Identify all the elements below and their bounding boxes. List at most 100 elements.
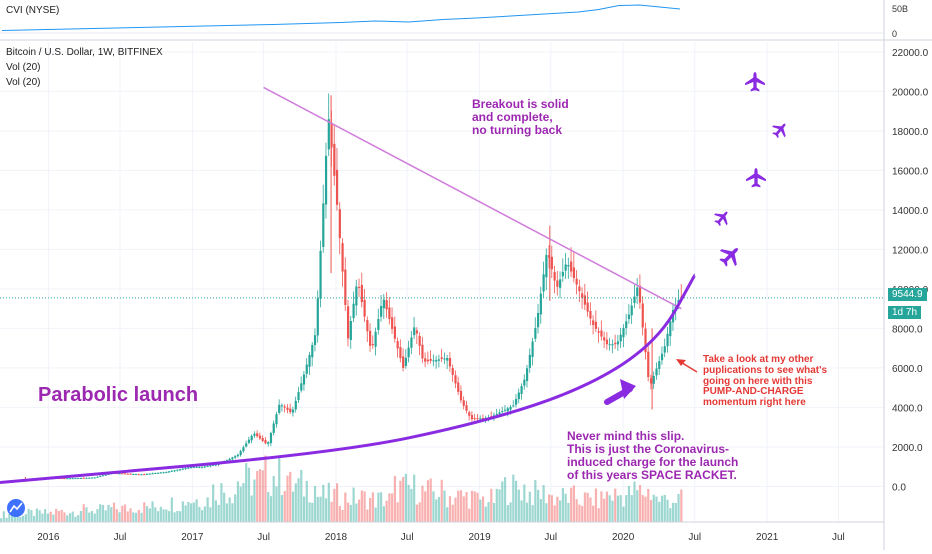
candle-body [509, 406, 512, 410]
candle-body [195, 466, 198, 468]
candle-body [503, 409, 507, 411]
volume-bar [173, 512, 176, 522]
candle-body [429, 358, 432, 361]
volume-bar [404, 473, 408, 522]
volume-bar [548, 494, 551, 522]
volume-bar [680, 489, 683, 522]
candle-body [525, 368, 529, 382]
volume-bar [123, 504, 127, 522]
volume-bar [225, 503, 229, 522]
y-tick-label: 14000.0 [892, 206, 929, 217]
volume-bar [465, 492, 468, 522]
candle-body [132, 473, 135, 475]
candle-body [184, 468, 187, 470]
volume-bar [239, 486, 242, 522]
volume-bar [13, 514, 16, 522]
volume-bar [203, 506, 206, 522]
volume-bar [85, 507, 88, 522]
candle-body [291, 409, 295, 413]
volume-bar [542, 485, 545, 522]
x-tick-label: 2020 [612, 532, 635, 543]
volume-bar [297, 478, 300, 522]
candle-body [553, 271, 556, 281]
candle-body [297, 392, 300, 401]
candle-body [302, 374, 306, 385]
volume-bar [514, 480, 518, 522]
annotation-never-mind: Never mind this slip. This is just the C… [567, 429, 739, 482]
volume-bar [107, 504, 110, 522]
volume-bar [647, 488, 650, 522]
volume-bar [358, 499, 361, 522]
candle-body [258, 435, 262, 439]
volume-bar [0, 518, 3, 522]
volume-bar [228, 497, 231, 522]
volume-bar [286, 475, 289, 522]
candle-body [506, 408, 509, 412]
volume-bar [22, 515, 25, 522]
volume-bar [528, 491, 531, 522]
volume-bar [363, 491, 366, 522]
candle-body [561, 271, 564, 277]
volume-bar [539, 499, 542, 522]
volume-bar [523, 484, 526, 522]
candle-body [289, 408, 292, 413]
volume-bar [132, 512, 135, 522]
volume-bar [88, 512, 91, 522]
volume-bar [247, 467, 251, 522]
volume-bar [280, 495, 284, 522]
volume-bar [305, 480, 308, 522]
volume-bar [619, 495, 622, 522]
candle-body [413, 327, 416, 336]
volume-bar [217, 504, 220, 522]
volume-bar [302, 496, 306, 522]
candle-body [663, 346, 666, 353]
volume-bar [187, 502, 190, 522]
candle-body [82, 477, 85, 479]
candle-body [520, 386, 523, 394]
candle-body [148, 473, 151, 475]
x-tick-label: Jul [688, 532, 701, 543]
candle-body [578, 286, 581, 292]
volume-bar [415, 504, 419, 522]
x-tick-label: Jul [401, 532, 414, 543]
candle-body [517, 392, 520, 400]
volume-bar [16, 513, 19, 522]
candle-body [352, 303, 355, 319]
volume-bar [638, 485, 642, 522]
volume-bar [8, 514, 11, 522]
candle-body [564, 264, 567, 271]
candle-body [145, 473, 149, 475]
volume-bar [671, 502, 675, 522]
volume-bar [115, 509, 118, 522]
volume-bar [201, 510, 204, 522]
volume-bar [369, 497, 372, 522]
candle-body [231, 457, 234, 460]
volume-bar [531, 505, 534, 522]
candle-body [567, 264, 570, 267]
candle-body [501, 411, 504, 413]
volume-bar [352, 487, 355, 522]
cvi-panel: 50B 0 [0, 4, 908, 39]
volume-bar [382, 506, 385, 522]
candle-body [448, 357, 452, 367]
y-tick-label: 2000.0 [892, 443, 923, 454]
volume-bar [503, 477, 507, 522]
volume-bar [479, 499, 482, 522]
candle-body [187, 467, 190, 469]
candle-body [333, 143, 336, 176]
candle-body [324, 155, 328, 205]
candle-body [363, 299, 366, 317]
vol-legend-1: Vol (20) [6, 62, 41, 73]
candle-body [649, 378, 653, 384]
volume-bar [481, 496, 485, 522]
volume-bar [377, 492, 380, 522]
candle-body [338, 209, 341, 239]
volume-bar [561, 488, 564, 522]
candle-body [440, 357, 443, 359]
volume-bar [443, 490, 446, 522]
volume-bar [49, 511, 52, 522]
volume-bar [5, 517, 8, 522]
candle-body [151, 473, 154, 475]
